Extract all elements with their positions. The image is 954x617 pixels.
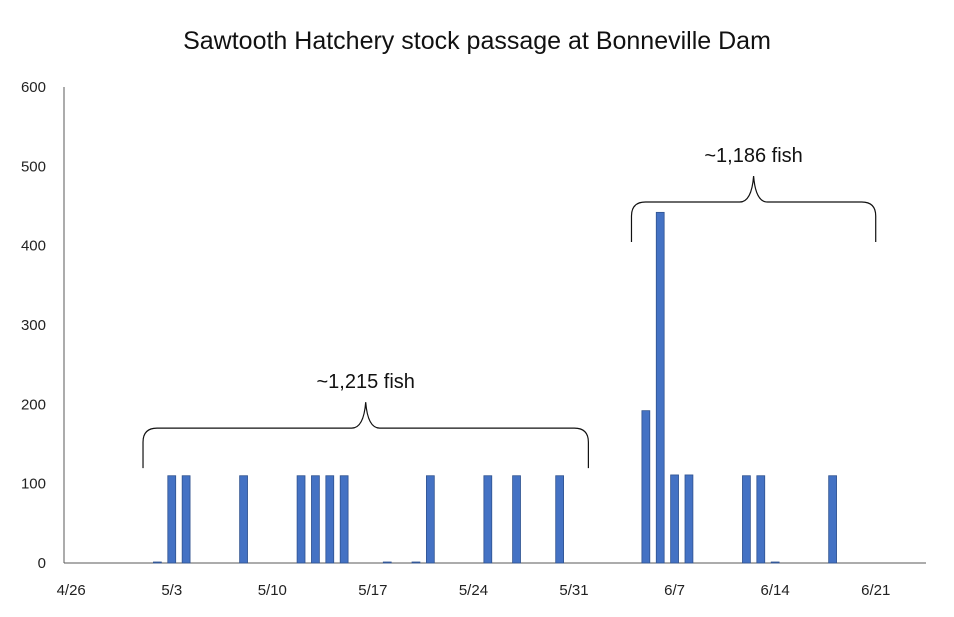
bar: [828, 475, 837, 564]
x-tick-label: 5/24: [459, 582, 488, 599]
bar: [339, 475, 349, 564]
bar: [325, 475, 335, 564]
bar: [641, 410, 651, 564]
bar: [512, 475, 521, 564]
bar: [684, 474, 694, 564]
bar: [655, 211, 665, 564]
bars: [153, 211, 837, 564]
bar: [483, 475, 493, 564]
bar: [555, 475, 565, 564]
bar: [382, 561, 392, 564]
bar: [742, 475, 751, 564]
bar: [670, 474, 679, 564]
bar: [756, 475, 766, 564]
y-tick-label: 200: [21, 396, 46, 413]
chart-title: Sawtooth Hatchery stock passage at Bonne…: [183, 27, 771, 55]
y-axis: 0 100 200 300 400 500 600: [21, 79, 65, 572]
x-tick-label: 6/21: [861, 582, 890, 599]
y-tick-label: 100: [21, 476, 46, 493]
bar: [425, 475, 435, 564]
x-tick-label: 5/10: [258, 582, 287, 599]
annotations: ~1,215 fish ~1,186 fish: [142, 145, 877, 469]
x-tick-label: 5/31: [559, 582, 588, 599]
bar: [311, 475, 320, 564]
bar: [411, 561, 421, 564]
bar: [770, 561, 780, 564]
bar: [153, 561, 162, 564]
y-tick-label: 400: [21, 238, 46, 255]
x-tick-label: 6/14: [761, 582, 790, 599]
x-tick-label: 5/17: [358, 582, 387, 599]
bar: [239, 475, 248, 564]
annotation-label: ~1,215 fish: [316, 371, 414, 393]
annotation-brace: [142, 402, 589, 469]
bar: [296, 475, 306, 564]
x-tick-label: 4/26: [57, 582, 86, 599]
x-tick-label: 6/7: [664, 582, 685, 599]
y-tick-label: 300: [21, 317, 46, 334]
y-tick-label: 600: [21, 79, 46, 96]
annotation-brace: [630, 175, 877, 243]
y-tick-label: 500: [21, 158, 46, 175]
bar: [181, 475, 191, 564]
annotation-label: ~1,186 fish: [704, 145, 802, 167]
y-tick-label: 0: [38, 555, 46, 572]
x-tick-label: 5/3: [161, 582, 182, 599]
x-axis: 4/26 5/3 5/10 5/17 5/24 5/31 6/7 6/14 6/21: [57, 562, 926, 599]
bar: [167, 475, 177, 564]
